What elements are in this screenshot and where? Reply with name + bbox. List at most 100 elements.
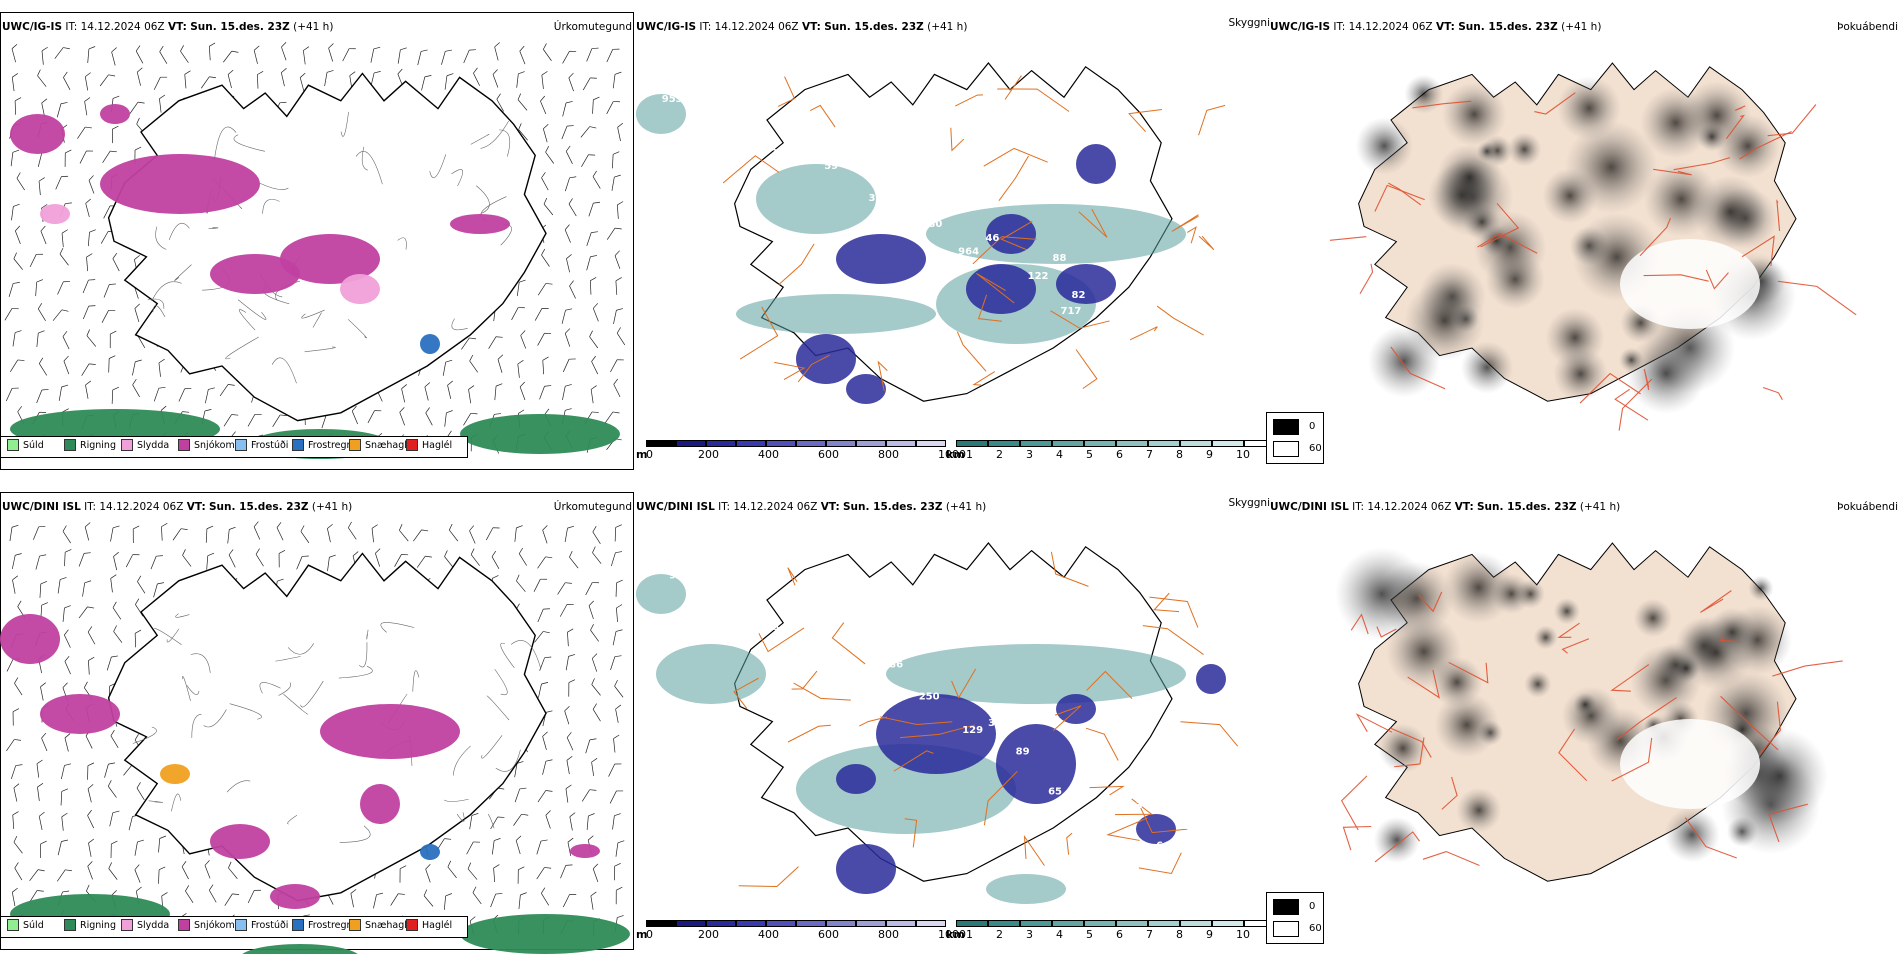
legend-item: Frostregn bbox=[292, 917, 353, 935]
cloudbase-colorbar-cell bbox=[886, 440, 916, 447]
visibility-colorbar-cell bbox=[1116, 440, 1148, 447]
vt-label: VT: bbox=[168, 21, 187, 33]
visibility-tick-label: 4 bbox=[1056, 449, 1063, 461]
fog-map bbox=[1270, 34, 1890, 434]
visibility-colorbar-cell bbox=[956, 920, 988, 927]
legend-item: Súld bbox=[7, 917, 44, 935]
cloud-base-label: 86 bbox=[889, 660, 903, 671]
visibility-colorbar-cell bbox=[1116, 920, 1148, 927]
legend-item: Snæhagl bbox=[349, 917, 407, 935]
cloudbase-colorbar-cell bbox=[796, 920, 826, 927]
cloud-base-label: 49 bbox=[947, 200, 961, 211]
legend-swatch bbox=[178, 919, 190, 931]
visibility-tick-label: 10 bbox=[1236, 449, 1250, 461]
precip-panel-header: UWC/IG-IS IT: 14.12.2024 06Z VT: Sun. 15… bbox=[2, 20, 333, 34]
cloudbase-colorbar-cell bbox=[706, 440, 736, 447]
visibility-tick-label: 2 bbox=[996, 449, 1003, 461]
cloudbase-tick-label: 200 bbox=[698, 449, 719, 461]
legend-item: Slydda bbox=[121, 917, 169, 935]
legend-item: Rigning bbox=[64, 437, 116, 455]
visibility-colorbar-cell bbox=[1212, 920, 1244, 927]
cloudbase-tick-label: 200 bbox=[698, 929, 719, 941]
visibility-colorbar-cell bbox=[1148, 920, 1180, 927]
fog-legend-label: 60 bbox=[1309, 921, 1322, 937]
fog-legend-label: 0 bbox=[1309, 899, 1315, 915]
legend-label: Súld bbox=[23, 920, 44, 931]
visibility-tick-label: 7 bbox=[1146, 929, 1153, 941]
legend-item: Súld bbox=[7, 437, 44, 455]
legend-swatch bbox=[235, 919, 247, 931]
vt-value: Sun. 15.des. 23Z bbox=[1458, 21, 1558, 33]
cloud-base-label: 121 bbox=[750, 88, 771, 99]
cloud-base-label: 231 bbox=[878, 181, 899, 192]
visibility-colorbar-cell bbox=[1084, 440, 1116, 447]
legend-swatch bbox=[292, 919, 304, 931]
cloudbase-colorbar-cell bbox=[706, 920, 736, 927]
cloudbase-tick-label: 800 bbox=[878, 929, 899, 941]
legend-item: Haglél bbox=[406, 437, 452, 455]
cloud-base-label: 88 bbox=[1053, 253, 1067, 264]
cloudbase-tick-label: 400 bbox=[758, 449, 779, 461]
visibility-tick-label: 9 bbox=[1206, 449, 1213, 461]
it-value: 14.12.2024 06Z bbox=[81, 21, 165, 33]
visibility-colorbar-cell bbox=[988, 440, 1020, 447]
cloudbase-tick-label: 600 bbox=[818, 929, 839, 941]
it-value: 14.12.2024 06Z bbox=[733, 501, 817, 513]
cloudbase-colorbar-cell bbox=[856, 920, 886, 927]
cloud-base-label: 103 bbox=[1122, 800, 1143, 811]
cloud-base-label: 122 bbox=[1028, 271, 1049, 282]
vt-value: Sun. 15.des. 23Z bbox=[1477, 501, 1577, 513]
fog-legend-swatch bbox=[1273, 419, 1299, 435]
fog-panel-title: Þokuábendi bbox=[1790, 500, 1898, 514]
cloudbase-colorbar-cell bbox=[646, 920, 676, 927]
vt-value: Sun. 15.des. 23Z bbox=[843, 501, 943, 513]
precip-map bbox=[0, 514, 634, 954]
model-name: UWC/IG-IS bbox=[1270, 21, 1330, 33]
fog-legend-label: 0 bbox=[1309, 419, 1315, 435]
legend-swatch bbox=[406, 919, 418, 931]
cloud-base-label: 36 bbox=[1176, 343, 1190, 354]
legend-swatch bbox=[292, 439, 304, 451]
legend-label: Rigning bbox=[80, 920, 116, 931]
precip-panel-header: UWC/DINI ISL IT: 14.12.2024 06Z VT: Sun.… bbox=[2, 500, 352, 514]
it-label: IT: bbox=[718, 501, 730, 513]
legend-swatch bbox=[121, 919, 133, 931]
legend-swatch bbox=[7, 919, 19, 931]
cloud-base-label: 367 bbox=[988, 718, 1009, 729]
cloud-base-label: 64 bbox=[1156, 840, 1170, 851]
cloudbase-colorbar-cell bbox=[826, 920, 856, 927]
cloud-panel-title: Skyggni bbox=[1190, 16, 1270, 30]
cloud-base-label: 59 bbox=[824, 161, 838, 172]
cloud-base-label: 98 bbox=[1145, 307, 1159, 318]
legend-label: Snæhagl bbox=[365, 440, 407, 451]
cloudbase-colorbar-cell bbox=[736, 920, 766, 927]
it-label: IT: bbox=[1352, 501, 1364, 513]
it-label: IT: bbox=[699, 21, 711, 33]
cloud-base-label: 84 bbox=[860, 148, 874, 159]
cloud-base-label: 30 bbox=[864, 679, 878, 690]
visibility-tick-label: 9 bbox=[1206, 929, 1213, 941]
precip-panel-title: Úrkomutegund bbox=[520, 500, 632, 514]
cloud-base-label: 89 bbox=[1016, 747, 1030, 758]
vt-value: Sun. 15.des. 23Z bbox=[209, 501, 309, 513]
lead-time: (+41 h) bbox=[1580, 501, 1620, 513]
visibility-tick-label: 8 bbox=[1176, 929, 1183, 941]
visibility-tick-label: 1 bbox=[966, 449, 973, 461]
legend-swatch bbox=[178, 439, 190, 451]
visibility-tick-label: 6 bbox=[1116, 449, 1123, 461]
vt-label: VT: bbox=[1455, 501, 1474, 513]
model-name: UWC/DINI ISL bbox=[1270, 501, 1349, 513]
legend-label: Rigning bbox=[80, 440, 116, 451]
cloud-base-label: 46 bbox=[985, 233, 999, 244]
fog-legend-swatch bbox=[1273, 899, 1299, 915]
visibility-tick-label: 8 bbox=[1176, 449, 1183, 461]
cloud-base-label: 63 bbox=[1087, 770, 1101, 781]
cloud-base-label: 108 bbox=[791, 605, 812, 616]
fog-map bbox=[1270, 514, 1890, 914]
visibility-colorbar-cell bbox=[1052, 440, 1084, 447]
cloud-base-label: 103 bbox=[786, 125, 807, 136]
cloud-base-label: 953 bbox=[662, 94, 683, 105]
legend-swatch bbox=[406, 439, 418, 451]
visibility-tick-label: 10 bbox=[1236, 929, 1250, 941]
